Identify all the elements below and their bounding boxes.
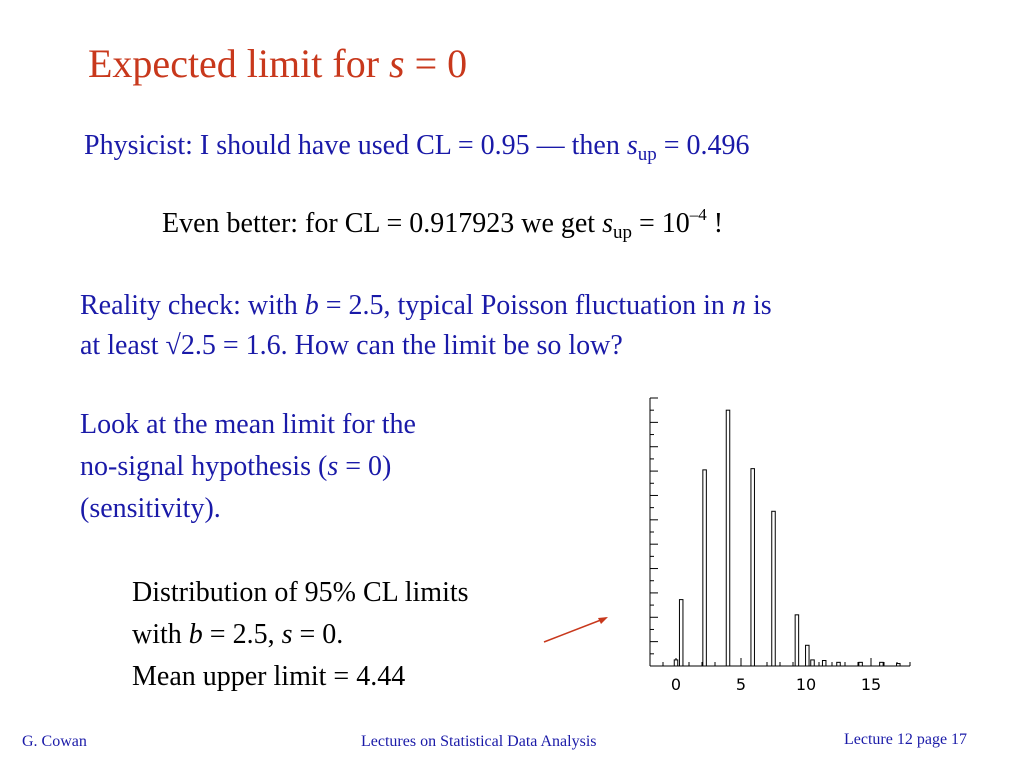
x-tick-label: 5 [736, 675, 746, 694]
look-line-1: Look at the mean limit for the [80, 409, 416, 440]
look-paragraph: Look at the mean limit for the no-signal… [80, 404, 416, 530]
exponent: –4 [689, 205, 707, 224]
footer-course: Lectures on Statistical Data Analysis [361, 733, 597, 750]
caption-line-3: Mean upper limit = 4.44 [132, 661, 406, 692]
even-better-mid: = 10 [632, 208, 690, 239]
text: Reality check: with [80, 290, 305, 321]
histogram-bar [678, 599, 684, 667]
b-var: b [188, 619, 203, 650]
title-variable: s [389, 41, 405, 86]
s-sub: up [613, 222, 632, 243]
reality-line-1: Reality check: with b = 2.5, typical Poi… [80, 286, 772, 326]
histogram-bar [771, 510, 776, 667]
footer-author: G. Cowan [22, 733, 87, 750]
text: = 0) [338, 451, 392, 482]
text: = 2.5, typical Poisson fluctuation in [318, 290, 732, 321]
arrow-head [598, 617, 608, 624]
caption-line-1: Distribution of 95% CL limits [132, 577, 469, 608]
look-line-3: (sensitivity). [80, 493, 221, 524]
histogram-bar [821, 660, 827, 667]
exclamation: ! [706, 208, 724, 239]
arrow-line [543, 617, 607, 643]
histogram-bar [836, 661, 841, 667]
s-var: s [602, 208, 613, 239]
histogram-bar [750, 468, 755, 667]
look-line-2: no-signal hypothesis (s = 0) [80, 446, 416, 488]
physicist-line: Physicist: I should have used CL = 0.95 … [84, 130, 750, 165]
physicist-text: Physicist: I should have used CL = 0.95 … [84, 130, 627, 161]
pointer-arrow [543, 617, 608, 643]
n-var: n [731, 290, 746, 321]
reality-check-paragraph: Reality check: with b = 2.5, typical Poi… [80, 286, 772, 366]
reality-line-2: at least √2.5 = 1.6. How can the limit b… [80, 330, 623, 361]
histogram-bar [725, 409, 731, 667]
histogram-bar [702, 469, 707, 667]
text: = 0. [292, 619, 344, 650]
caption-line-2: with b = 2.5, s = 0. [132, 614, 469, 656]
title-text: Expected limit for [88, 41, 390, 86]
even-better-text: Even better: for CL = 0.917923 we get [162, 208, 603, 239]
histogram-bar [879, 661, 884, 667]
s-var: s [626, 130, 638, 161]
x-tick-label: 0 [671, 675, 681, 694]
footer-page: Lecture 12 page 17 [844, 731, 968, 748]
histogram-bar [673, 659, 679, 667]
distribution-caption: Distribution of 95% CL limits with b = 2… [132, 572, 469, 698]
text: = 2.5, [202, 619, 282, 650]
s-sub: up [637, 144, 657, 165]
s-var: s [327, 451, 339, 482]
title-rest: = 0 [404, 41, 468, 86]
even-better-line: Even better: for CL = 0.917923 we get su… [162, 205, 724, 243]
s-var: s [281, 619, 293, 650]
histogram-bar [794, 614, 800, 667]
histogram-bar [810, 659, 815, 667]
text: no-signal hypothesis ( [80, 451, 328, 482]
limit-histogram: 051015sup [649, 397, 911, 694]
physicist-value: = 0.496 [656, 130, 750, 161]
histogram-bar [896, 663, 901, 667]
x-tick-label: 15 [861, 675, 881, 694]
slide-title: Expected limit for s = 0 [88, 40, 467, 87]
histogram-bar [858, 661, 863, 667]
b-var: b [304, 290, 319, 321]
text: with [132, 619, 189, 650]
histogram-bar [805, 644, 810, 667]
x-tick-label: 10 [796, 675, 816, 694]
text: is [745, 290, 772, 321]
